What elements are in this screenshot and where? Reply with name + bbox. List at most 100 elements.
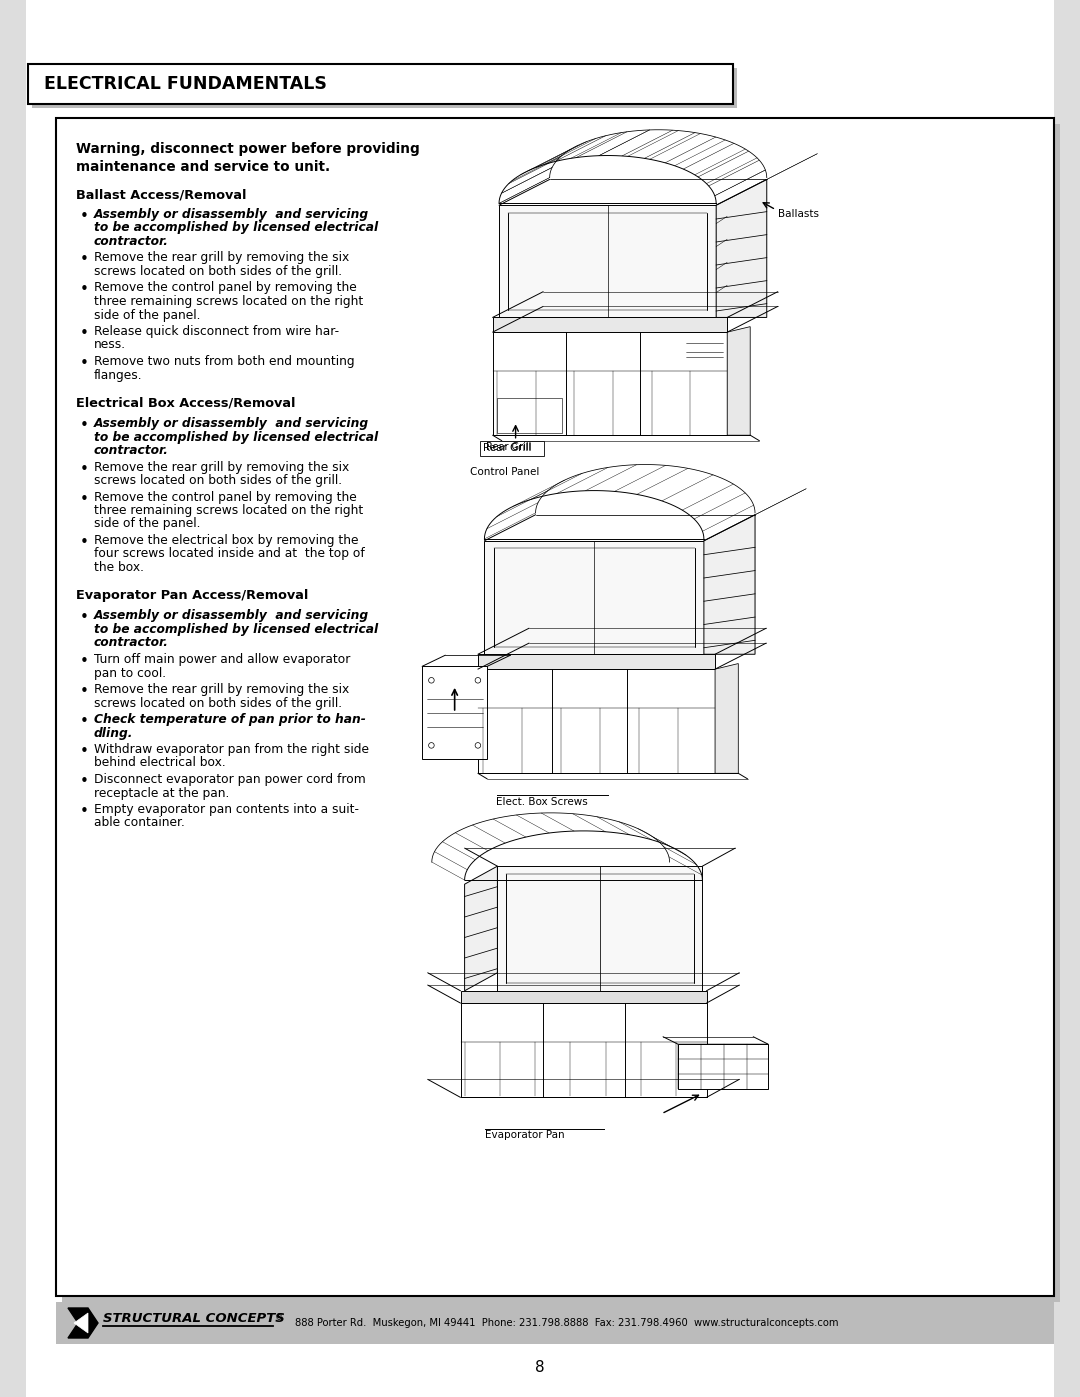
Text: screws located on both sides of the grill.: screws located on both sides of the gril… [94,697,342,710]
Text: side of the panel.: side of the panel. [94,309,201,321]
Text: Rear Grill: Rear Grill [486,443,531,453]
Text: •: • [80,356,89,372]
Text: Remove the control panel by removing the: Remove the control panel by removing the [94,282,356,295]
Bar [62,124,1059,1302]
Polygon shape [477,654,715,669]
Text: four screws located inside and at  the top of: four screws located inside and at the to… [94,548,365,560]
Polygon shape [75,1313,87,1333]
Text: Remove the rear grill by removing the six: Remove the rear grill by removing the si… [94,461,349,474]
Polygon shape [460,1003,706,1098]
Bar [1054,0,1080,1397]
Text: •: • [80,610,89,626]
Polygon shape [477,669,715,774]
Polygon shape [68,1308,98,1338]
Bar [480,440,543,455]
Text: ness.: ness. [94,338,126,352]
Text: Turn off main power and allow evaporator: Turn off main power and allow evaporator [94,652,350,666]
Text: Evaporator Pan Access/Removal: Evaporator Pan Access/Removal [76,590,309,602]
Polygon shape [716,179,767,317]
Bar [0,0,26,1397]
Text: •: • [80,253,89,267]
Bar [28,64,733,103]
Text: 8: 8 [536,1361,544,1376]
Text: contractor.: contractor. [94,235,168,249]
Text: Remove the rear grill by removing the six: Remove the rear grill by removing the si… [94,251,349,264]
Text: behind electrical box.: behind electrical box. [94,757,226,770]
Text: Disconnect evaporator pan power cord from: Disconnect evaporator pan power cord fro… [94,773,366,787]
Text: •: • [80,535,89,550]
Text: •: • [80,461,89,476]
Text: Assembly or disassembly  and servicing: Assembly or disassembly and servicing [94,416,369,430]
Text: STRUCTURAL CONCEPTS: STRUCTURAL CONCEPTS [103,1312,285,1324]
Text: screws located on both sides of the grill.: screws located on both sides of the gril… [94,474,342,488]
Text: Check temperature of pan prior to han-: Check temperature of pan prior to han- [94,712,366,726]
Text: ®: ® [275,1313,283,1322]
Bar [56,117,1054,1296]
Text: three remaining screws located on the right: three remaining screws located on the ri… [94,295,363,307]
Text: Rear Grill: Rear Grill [484,443,531,453]
Text: flanges.: flanges. [94,369,143,381]
Text: screws located on both sides of the grill.: screws located on both sides of the gril… [94,265,342,278]
Polygon shape [704,514,755,654]
Text: to be accomplished by licensed electrical: to be accomplished by licensed electrica… [94,623,378,636]
Text: Ballasts: Ballasts [778,210,819,219]
Text: Withdraw evaporator pan from the right side: Withdraw evaporator pan from the right s… [94,743,369,756]
Text: Assembly or disassembly  and servicing: Assembly or disassembly and servicing [94,208,369,221]
Text: Remove the electrical box by removing the: Remove the electrical box by removing th… [94,534,359,548]
Text: Warning, disconnect power before providing: Warning, disconnect power before providi… [76,142,420,156]
Text: Assembly or disassembly  and servicing: Assembly or disassembly and servicing [94,609,369,623]
Text: contractor.: contractor. [94,444,168,457]
Text: •: • [80,326,89,341]
Text: •: • [80,654,89,669]
Polygon shape [678,1044,768,1090]
Text: •: • [80,282,89,298]
Text: •: • [80,492,89,507]
Text: pan to cool.: pan to cool. [94,666,166,679]
Text: Control Panel: Control Panel [470,468,539,478]
Text: maintenance and service to unit.: maintenance and service to unit. [76,161,330,175]
Text: three remaining screws located on the right: three remaining screws located on the ri… [94,504,363,517]
Circle shape [475,743,481,749]
Text: Empty evaporator pan contents into a suit-: Empty evaporator pan contents into a sui… [94,803,359,816]
Text: •: • [80,685,89,698]
Polygon shape [485,541,704,654]
Text: Remove the control panel by removing the: Remove the control panel by removing the [94,490,356,503]
Text: 888 Porter Rd.  Muskegon, MI 49441  Phone: 231.798.8888  Fax: 231.798.4960  www.: 888 Porter Rd. Muskegon, MI 49441 Phone:… [295,1317,838,1329]
Text: Remove the rear grill by removing the six: Remove the rear grill by removing the si… [94,683,349,696]
Text: dling.: dling. [94,726,133,739]
Text: Evaporator Pan: Evaporator Pan [485,1130,565,1140]
Text: Elect. Box Screws: Elect. Box Screws [497,796,589,806]
Polygon shape [492,332,727,436]
Polygon shape [460,990,706,1003]
Bar [32,68,737,108]
Text: contractor.: contractor. [94,637,168,650]
Text: to be accomplished by licensed electrical: to be accomplished by licensed electrica… [94,430,378,443]
Text: •: • [80,805,89,819]
Text: Release quick disconnect from wire har-: Release quick disconnect from wire har- [94,326,339,338]
Polygon shape [499,205,716,317]
Text: side of the panel.: side of the panel. [94,517,201,531]
Text: able container.: able container. [94,816,185,830]
Text: •: • [80,714,89,729]
Text: the box.: the box. [94,562,144,574]
Text: •: • [80,745,89,759]
Bar [56,1302,1054,1344]
Text: Remove two nuts from both end mounting: Remove two nuts from both end mounting [94,355,354,367]
Text: •: • [80,774,89,789]
Circle shape [475,678,481,683]
Polygon shape [497,398,562,433]
Polygon shape [727,327,751,436]
Text: to be accomplished by licensed electrical: to be accomplished by licensed electrica… [94,222,378,235]
Text: Ballast Access/Removal: Ballast Access/Removal [76,189,246,201]
Circle shape [429,678,434,683]
Text: •: • [80,418,89,433]
Polygon shape [422,666,487,760]
Polygon shape [464,866,498,990]
Circle shape [429,743,434,749]
Polygon shape [715,664,739,774]
Text: Electrical Box Access/Removal: Electrical Box Access/Removal [76,397,296,409]
Polygon shape [498,866,702,990]
Text: •: • [80,210,89,224]
Text: receptacle at the pan.: receptacle at the pan. [94,787,229,799]
Text: ELECTRICAL FUNDAMENTALS: ELECTRICAL FUNDAMENTALS [44,75,327,94]
